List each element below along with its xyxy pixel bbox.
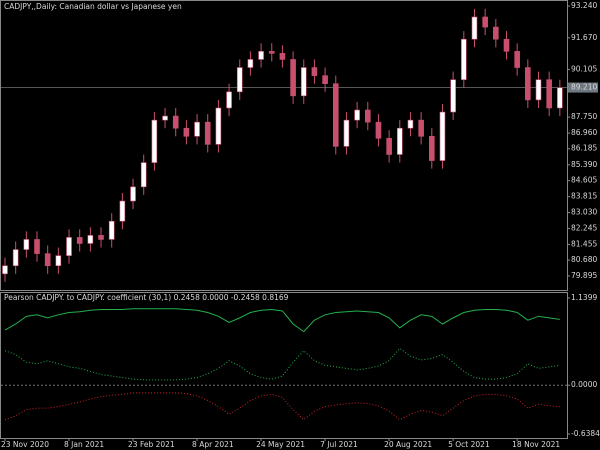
candle-body bbox=[12, 249, 19, 267]
x-tick-label: 7 Jul 2021 bbox=[320, 440, 358, 449]
x-tick-label: 8 Apr 2021 bbox=[192, 440, 234, 449]
candle-body bbox=[407, 119, 414, 129]
candle-body bbox=[140, 162, 147, 188]
candle-body bbox=[557, 87, 563, 109]
candle-body bbox=[503, 38, 510, 52]
candle-body bbox=[290, 59, 296, 97]
candle-body bbox=[450, 79, 456, 113]
candle-body bbox=[322, 75, 328, 85]
main-panel-frame bbox=[0, 0, 568, 291]
candle-body bbox=[34, 239, 40, 254]
candle-body bbox=[194, 121, 200, 137]
candle-body bbox=[108, 220, 115, 240]
x-tick-label: 23 Nov 2020 bbox=[1, 440, 49, 449]
candle-body bbox=[76, 237, 83, 244]
candle-body bbox=[471, 16, 478, 40]
y-tick-label: 87.750 bbox=[571, 112, 597, 121]
candle-body bbox=[151, 119, 158, 163]
candle-body bbox=[311, 67, 318, 76]
candle-body bbox=[546, 79, 552, 109]
candle-body bbox=[162, 115, 168, 121]
y-tick-label: 85.390 bbox=[571, 160, 597, 169]
indicator-line bbox=[4, 392, 560, 421]
candle-body bbox=[343, 119, 350, 147]
candle-body bbox=[119, 200, 126, 222]
y-tick-label: 0.0000 bbox=[571, 380, 597, 389]
candle-body bbox=[514, 51, 520, 68]
indicator-line bbox=[4, 308, 560, 333]
candle-body bbox=[130, 186, 136, 202]
candle-body bbox=[268, 51, 275, 54]
x-tick-label: 18 Nov 2021 bbox=[512, 440, 560, 449]
y-tick-label: 1.1399 bbox=[571, 293, 597, 302]
y-tick-label: -0.6384 bbox=[571, 429, 600, 438]
y-tick-label: 80.680 bbox=[571, 255, 597, 264]
candle-body bbox=[98, 235, 104, 240]
candle-body bbox=[172, 115, 179, 129]
y-tick-label: 93.240 bbox=[571, 1, 597, 10]
x-tick-label: 20 Aug 2021 bbox=[384, 440, 432, 449]
chart-title: CADJPY,,Daily: Canadian dollar vs Japane… bbox=[4, 2, 182, 11]
indicator-line bbox=[4, 347, 560, 381]
y-tick-label: 81.455 bbox=[571, 239, 597, 248]
candle-body bbox=[354, 109, 360, 121]
candle-body bbox=[332, 83, 339, 147]
y-tick-label: 91.670 bbox=[571, 33, 597, 42]
y-tick-label: 83.815 bbox=[571, 192, 597, 201]
candle-body bbox=[55, 255, 62, 267]
candle-body bbox=[439, 111, 446, 161]
last-price-label: 89.210 bbox=[571, 83, 597, 92]
x-tick-label: 24 May 2021 bbox=[256, 440, 305, 449]
y-tick-label: 90.105 bbox=[571, 64, 597, 73]
candle-body bbox=[204, 121, 211, 145]
y-tick-label: 84.605 bbox=[571, 176, 597, 185]
y-tick-label: 82.245 bbox=[571, 223, 597, 232]
candle-body bbox=[23, 239, 30, 250]
candle-body bbox=[236, 67, 243, 93]
candle-body bbox=[482, 16, 488, 28]
candle-body bbox=[87, 235, 94, 244]
y-tick-label: 86.960 bbox=[571, 128, 597, 137]
last-price-box bbox=[568, 82, 598, 93]
candle-body bbox=[364, 109, 371, 123]
candle-body bbox=[461, 38, 467, 80]
candle-body bbox=[418, 119, 424, 137]
candle-body bbox=[44, 253, 51, 267]
candle-body bbox=[279, 53, 286, 60]
indicator-panel-frame bbox=[0, 292, 568, 439]
candle-body bbox=[428, 135, 435, 161]
candle-body bbox=[375, 121, 382, 139]
y-tick-label: 83.030 bbox=[571, 208, 597, 217]
y-tick-label: 86.185 bbox=[571, 144, 597, 153]
candle-body bbox=[386, 138, 392, 155]
candle-body bbox=[300, 67, 307, 97]
indicator-title: Pearson CADJPY. to CADJPY. coefficient (… bbox=[4, 293, 289, 302]
candle-body bbox=[183, 127, 190, 137]
y-tick-label: 79.895 bbox=[571, 271, 597, 280]
candle-body bbox=[226, 91, 232, 109]
candle-body bbox=[215, 107, 222, 145]
candle-body bbox=[247, 59, 254, 68]
x-tick-label: 8 Jan 2021 bbox=[64, 440, 104, 449]
candle-body bbox=[2, 265, 8, 275]
x-tick-label: 23 Feb 2021 bbox=[128, 440, 175, 449]
candle-body bbox=[493, 26, 499, 40]
candle-body bbox=[396, 127, 403, 155]
candle-body bbox=[258, 51, 264, 60]
x-tick-label: 5 Oct 2021 bbox=[448, 440, 490, 449]
candle-body bbox=[535, 79, 542, 101]
candle-body bbox=[66, 237, 72, 256]
candle-body bbox=[525, 67, 531, 101]
